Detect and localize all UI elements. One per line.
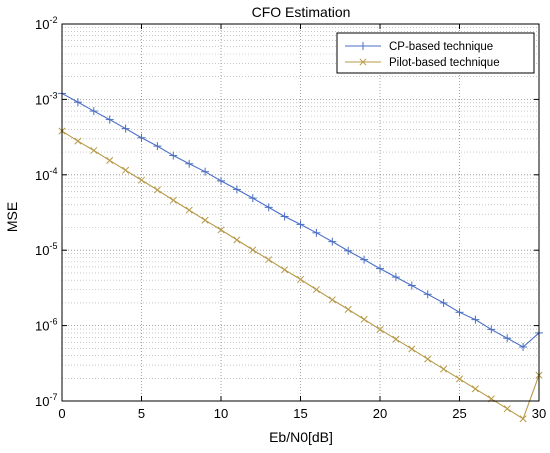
data-point [105, 115, 114, 124]
data-point [503, 334, 512, 343]
y-tick-label: 10-7 [35, 392, 57, 409]
x-axis-label: Eb/N0[dB] [269, 429, 333, 445]
data-point [233, 236, 241, 244]
x-tick-labels: 0 5 10 15 20 25 30 [58, 24, 546, 421]
data-point [249, 246, 257, 254]
data-point [376, 325, 384, 333]
x-tick-label: 20 [373, 406, 387, 421]
legend: CP-based technique Pilot-based technique [336, 32, 535, 74]
data-point [391, 273, 400, 282]
chart-title: CFO Estimation [252, 4, 351, 20]
data-point [217, 176, 225, 185]
data-point [185, 159, 194, 168]
y-tick-label: 10-3 [35, 90, 57, 107]
x-tick-label: 10 [214, 406, 228, 421]
data-point [281, 266, 289, 274]
data-point [169, 196, 177, 204]
data-point [455, 308, 464, 317]
data-point [137, 133, 146, 142]
legend-box [336, 32, 535, 74]
x-tick-label: 0 [58, 406, 65, 421]
y-axis-label: MSE [4, 202, 20, 232]
data-point [360, 255, 369, 264]
data-point [487, 325, 496, 334]
data-point [455, 375, 464, 383]
data-point [392, 335, 400, 343]
data-point [296, 275, 305, 283]
data-point [344, 246, 353, 255]
data-point [519, 415, 527, 423]
data-point [153, 142, 162, 151]
data-point [328, 237, 337, 246]
series-1 [58, 89, 543, 352]
data-point [89, 107, 98, 116]
x-tick-label: 25 [452, 406, 466, 421]
data-point [408, 345, 416, 353]
series-2 [58, 127, 543, 423]
x-tick-label: 30 [532, 406, 546, 421]
data-point [312, 286, 320, 294]
data-point [73, 98, 82, 107]
data-point [74, 137, 82, 145]
data-point [90, 146, 98, 155]
y-tick-label: 10-6 [35, 317, 57, 334]
y-tick-labels: 10-7 10-6 10-5 10-4 10-3 10-2 [35, 15, 539, 409]
data-point [248, 194, 257, 203]
data-point [153, 186, 161, 194]
y-tick-label: 10-5 [35, 241, 57, 258]
data-point [344, 305, 352, 313]
data-point [407, 281, 416, 290]
data-point [185, 206, 193, 214]
data-point [169, 151, 178, 160]
y-tick-label: 10-4 [35, 166, 57, 183]
data-point [201, 216, 209, 224]
data-point [440, 365, 448, 373]
data-point [471, 385, 479, 393]
data-point [217, 226, 225, 234]
x-tick-label: 15 [293, 406, 307, 421]
data-point [312, 228, 321, 237]
data-point [328, 296, 336, 304]
data-point [264, 203, 273, 212]
data-point [519, 343, 528, 352]
y-tick-label: 10-2 [35, 15, 57, 32]
data-point [471, 315, 480, 324]
data-point [201, 167, 210, 176]
data-point [280, 212, 289, 221]
x-tick-label: 5 [138, 406, 145, 421]
data-point [424, 355, 432, 363]
data-point [439, 298, 448, 307]
data-point [106, 156, 114, 165]
legend-entry: CP-based technique [345, 41, 493, 53]
data-point [121, 124, 130, 133]
data-point [265, 256, 273, 264]
legend-entry: Pilot-based technique [345, 57, 500, 69]
data-point [296, 220, 305, 229]
legend-label: CP-based technique [389, 41, 493, 53]
legend-label: Pilot-based technique [389, 57, 500, 69]
series-layer [58, 89, 543, 423]
data-point [503, 405, 511, 413]
data-point [376, 264, 384, 273]
data-point [423, 290, 432, 299]
data-point [122, 166, 130, 174]
data-point [232, 185, 241, 194]
data-point [360, 315, 368, 323]
data-point [137, 176, 146, 184]
